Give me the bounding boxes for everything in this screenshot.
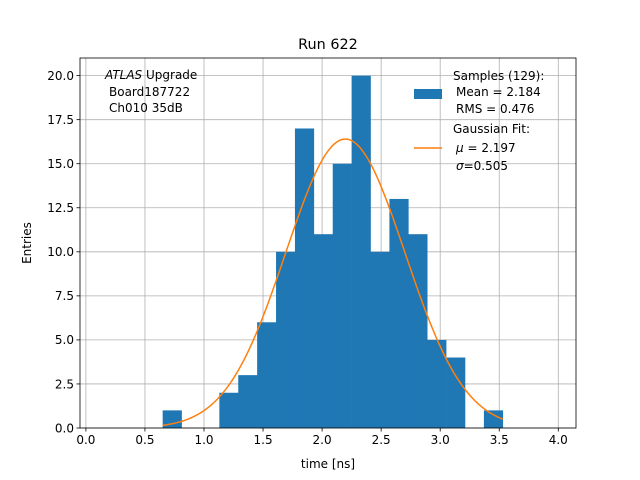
histogram-bar (332, 163, 352, 428)
histogram-bar (162, 410, 182, 428)
annotation-line-1: ATLAS Upgrade (104, 68, 197, 82)
x-tick-label: 4.0 (549, 433, 568, 447)
histogram-bar (257, 322, 277, 428)
y-tick-label: 2.5 (55, 377, 74, 391)
legend-samples-title: Samples (129): (453, 69, 544, 83)
annotation-line-2: Board187722 (109, 85, 190, 99)
x-tick-label: 0.0 (76, 433, 95, 447)
legend-samples-mean: Mean = 2.184 (456, 85, 541, 99)
histogram-bar (219, 392, 239, 428)
histogram-bar (389, 198, 409, 428)
x-axis-ticks: 0.0 0.5 1.0 1.5 2.0 2.5 3.0 3.5 4.0 (76, 428, 568, 447)
mu-symbol: μ (455, 141, 464, 155)
histogram-bar (313, 234, 334, 428)
y-tick-label: 7.5 (55, 289, 74, 303)
x-tick-label: 1.5 (254, 433, 273, 447)
x-tick-label: 2.5 (372, 433, 391, 447)
y-tick-label: 15.0 (47, 157, 74, 171)
annotation-line-3: Ch010 35dB (109, 101, 183, 115)
x-tick-label: 3.0 (431, 433, 450, 447)
histogram-bar (238, 375, 258, 428)
x-tick-label: 3.5 (490, 433, 509, 447)
y-axis-label: Entries (20, 222, 34, 264)
histogram-bars (162, 75, 504, 428)
annotation: ATLAS Upgrade Board187722 Ch010 35dB (104, 68, 197, 115)
histogram-bar (446, 357, 466, 428)
legend-fit-title: Gaussian Fit: (453, 122, 530, 136)
histogram-bar (427, 339, 447, 428)
histogram-bar (276, 251, 296, 428)
legend-samples-rms: RMS = 0.476 (456, 102, 534, 116)
x-tick-label: 2.0 (313, 433, 332, 447)
histogram-bar (351, 75, 371, 428)
legend-fit-sigma: σ=0.505 (456, 159, 508, 173)
x-tick-label: 1.0 (194, 433, 213, 447)
y-tick-label: 20.0 (47, 69, 74, 83)
x-axis-label: time [ns] (301, 457, 355, 471)
y-axis-ticks: 0.0 2.5 5.0 7.5 10.0 12.5 15.0 17.5 20.0 (47, 69, 80, 435)
y-tick-label: 12.5 (47, 201, 74, 215)
gaussian-fit (162, 138, 504, 427)
annotation-upgrade: Upgrade (142, 68, 197, 82)
y-tick-label: 17.5 (47, 113, 74, 127)
sigma-value: =0.505 (464, 159, 508, 173)
mu-value: = 2.197 (464, 141, 516, 155)
legend-bar-swatch (414, 89, 442, 99)
chart-title: Run 622 (298, 37, 358, 53)
legend: Samples (129): Mean = 2.184 RMS = 0.476 … (414, 69, 544, 173)
gaussian-fit-curve (162, 138, 504, 427)
annotation-atlas: ATLAS (104, 68, 143, 82)
histogram-bar (408, 234, 428, 428)
x-tick-label: 0.5 (135, 433, 154, 447)
plot-frame (79, 57, 577, 429)
histogram-bar (294, 128, 315, 428)
histogram-bar (483, 410, 504, 428)
sigma-symbol: σ (456, 159, 464, 173)
y-tick-label: 10.0 (47, 245, 74, 259)
y-tick-label: 0.0 (55, 421, 74, 435)
histogram-bar (370, 251, 390, 428)
y-tick-label: 5.0 (55, 333, 74, 347)
legend-fit-mu: μ = 2.197 (455, 141, 516, 155)
